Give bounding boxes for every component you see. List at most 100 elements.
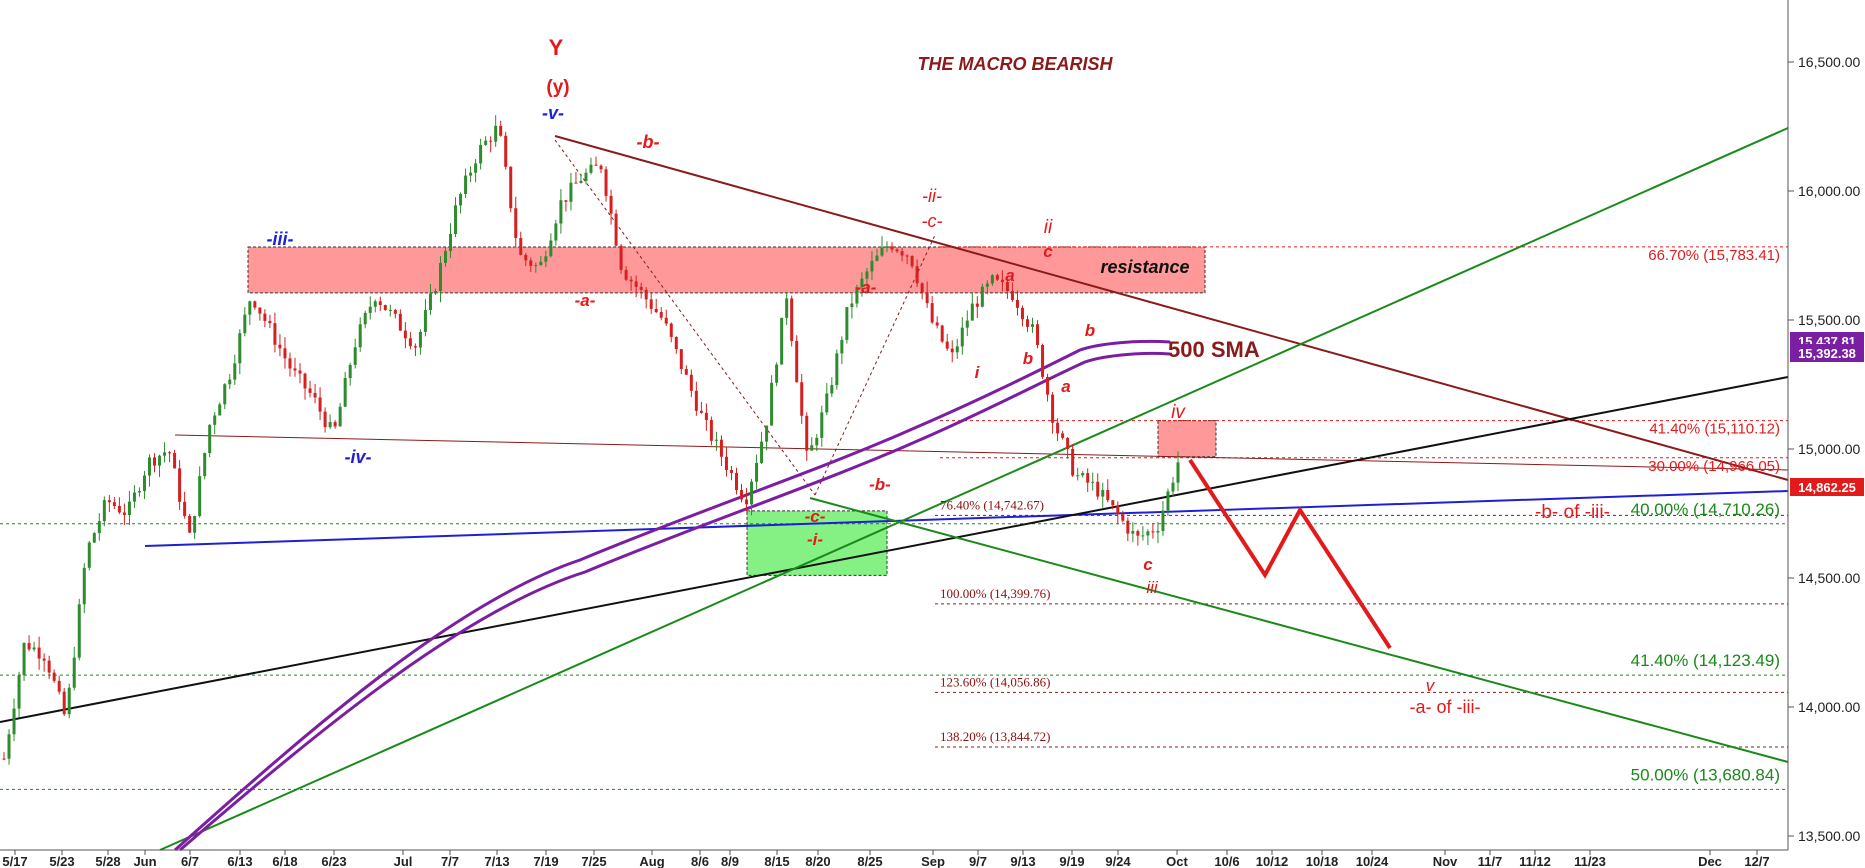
candle-body bbox=[729, 469, 733, 473]
candle-body bbox=[323, 411, 327, 428]
candle-body bbox=[348, 364, 352, 379]
x-tick-label-32: 11/23 bbox=[1574, 854, 1606, 868]
candle-body bbox=[158, 455, 162, 466]
candle-body bbox=[67, 687, 71, 715]
wave-label-a-low: a bbox=[1061, 377, 1070, 396]
x-tick-label-0: 5/17 bbox=[2, 854, 27, 868]
sma-500 bbox=[173, 339, 1171, 852]
candle-body bbox=[800, 382, 804, 416]
candle-body bbox=[1146, 531, 1150, 536]
sma-curve-2 bbox=[179, 351, 1171, 852]
wave-label-b-right: b bbox=[1085, 321, 1095, 340]
candle-body bbox=[163, 452, 167, 456]
candle-body bbox=[474, 163, 478, 173]
candle-body bbox=[499, 125, 503, 136]
candle-body bbox=[524, 254, 528, 261]
candle-body bbox=[7, 734, 11, 759]
x-tick-label-10: 7/13 bbox=[484, 854, 509, 868]
wave-label-v: v bbox=[1426, 676, 1436, 695]
projection-path bbox=[1188, 458, 1392, 650]
wave-label-b-mid: b bbox=[1023, 349, 1033, 368]
x-tick-label-4: 6/7 bbox=[181, 854, 199, 868]
zone-resistance bbox=[247, 246, 1206, 294]
candle-body bbox=[318, 397, 322, 412]
candle-body bbox=[1020, 307, 1024, 320]
candle-body bbox=[810, 445, 814, 451]
candle-body bbox=[484, 140, 488, 145]
x-tick-label-21: 9/13 bbox=[1010, 854, 1035, 868]
fib-lines bbox=[0, 246, 1788, 790]
wave-label-iii: iii bbox=[1146, 578, 1159, 597]
candle-body bbox=[1051, 394, 1055, 423]
candle-body bbox=[1141, 535, 1145, 537]
x-tick-label-11: 7/19 bbox=[533, 854, 558, 868]
candle-body bbox=[940, 325, 944, 342]
candle-body bbox=[288, 358, 292, 369]
candle-body bbox=[92, 533, 96, 543]
candle-body bbox=[865, 271, 869, 279]
candle-body bbox=[142, 475, 146, 492]
candle-body bbox=[1111, 500, 1115, 506]
candle-body bbox=[905, 255, 909, 257]
candle-body bbox=[724, 456, 728, 470]
candle-body bbox=[830, 385, 834, 394]
wave-label-b-top: -b- bbox=[637, 132, 660, 152]
candle-body bbox=[760, 441, 764, 463]
candle-body bbox=[248, 301, 252, 315]
candle-body bbox=[609, 195, 613, 214]
candle-body bbox=[32, 647, 36, 650]
candle-body bbox=[755, 462, 759, 482]
candle-body bbox=[333, 422, 337, 427]
candle-body bbox=[444, 251, 448, 263]
candle-body bbox=[203, 453, 207, 477]
candle-body bbox=[464, 175, 468, 194]
candle-body bbox=[494, 125, 498, 142]
wave-label-Y: Y bbox=[549, 35, 564, 60]
candle-body bbox=[950, 348, 954, 353]
candle-body bbox=[388, 309, 392, 311]
candle-body bbox=[955, 346, 959, 353]
candle-body bbox=[1066, 437, 1070, 449]
x-tick-label-25: 10/6 bbox=[1214, 854, 1239, 868]
candle-body bbox=[218, 404, 222, 416]
x-axis-ticks: 5/17 5/23 5/28 Jun 6/7 6/13 6/18 6/23 Jul 7/7 7/13… bbox=[2, 850, 1770, 868]
candle-body bbox=[57, 680, 61, 692]
candle-body bbox=[544, 256, 548, 262]
candle-body bbox=[238, 333, 242, 364]
candle-body bbox=[378, 301, 382, 306]
candle-body bbox=[649, 299, 653, 309]
x-tick-label-15: 8/9 bbox=[721, 854, 739, 868]
candle-body bbox=[168, 452, 172, 454]
candle-body bbox=[689, 374, 693, 391]
candle-body bbox=[62, 691, 66, 715]
candle-body bbox=[895, 249, 899, 252]
candle-body bbox=[935, 322, 939, 326]
candle-body bbox=[418, 331, 422, 348]
fib-label-green-1: 41.40% (14,123.49) bbox=[1631, 651, 1780, 670]
candle-body bbox=[629, 279, 633, 282]
candle-body bbox=[423, 310, 427, 332]
x-tick-label-30: 11/7 bbox=[1478, 854, 1503, 868]
candle-body bbox=[975, 303, 979, 307]
candle-body bbox=[930, 303, 934, 323]
wave-label-i-dash: -i- bbox=[807, 530, 823, 549]
candle-body bbox=[153, 457, 157, 466]
candle-body bbox=[599, 165, 603, 170]
candle-body bbox=[37, 647, 41, 659]
candle-body bbox=[820, 412, 824, 438]
candle-body bbox=[694, 390, 698, 411]
candle-body bbox=[278, 344, 282, 349]
candle-body bbox=[860, 278, 864, 288]
candle-body bbox=[1136, 531, 1140, 536]
candle-body bbox=[734, 472, 738, 491]
y-tick-label-6: 13,500.00 bbox=[1798, 828, 1860, 844]
candle-body bbox=[1096, 481, 1100, 497]
candle-body bbox=[614, 213, 618, 246]
candle-body bbox=[910, 255, 914, 267]
y-tick-label-2: 15,500.00 bbox=[1798, 312, 1860, 328]
candle-body bbox=[268, 320, 272, 324]
candle-body bbox=[408, 338, 412, 347]
candle-body bbox=[574, 182, 578, 184]
candle-body bbox=[233, 363, 237, 380]
